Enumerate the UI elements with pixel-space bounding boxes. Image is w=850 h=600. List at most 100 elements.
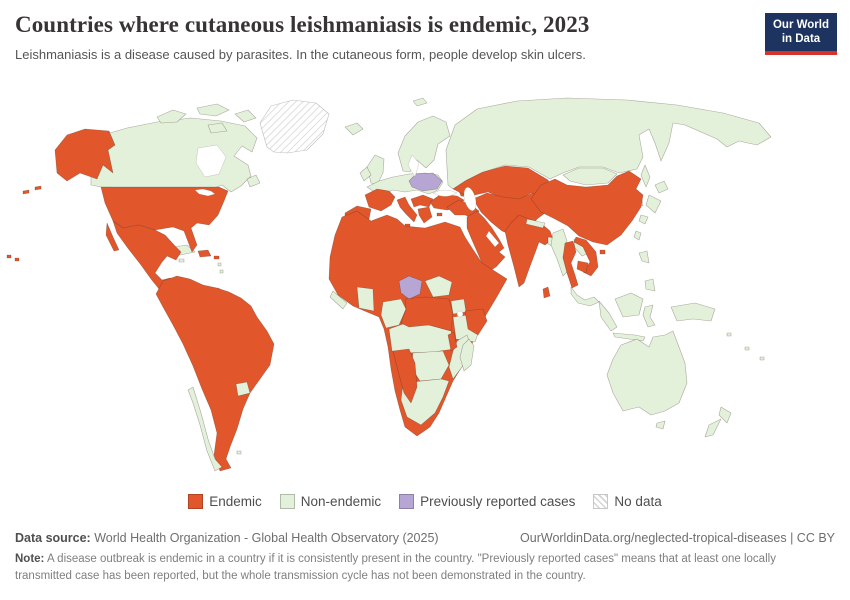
region-japan[interactable] xyxy=(654,180,669,194)
credit-link[interactable]: OurWorldinData.org/neglected-tropical-di… xyxy=(520,531,835,545)
region-japan[interactable] xyxy=(645,194,662,214)
region-nepal-bhutan[interactable] xyxy=(525,218,546,229)
region-sri-lanka[interactable] xyxy=(542,286,551,299)
region-ukraine[interactable] xyxy=(408,172,443,192)
region-central-african-republic[interactable] xyxy=(424,275,453,298)
region-ireland[interactable] xyxy=(359,166,372,182)
region-hispaniola[interactable] xyxy=(197,249,212,258)
region-china[interactable] xyxy=(530,170,644,246)
region-greenland[interactable] xyxy=(259,99,330,154)
region-hainan[interactable] xyxy=(599,249,606,255)
region-sakhalin[interactable] xyxy=(640,164,651,188)
region-cameroon[interactable] xyxy=(398,275,423,300)
region-pacific-islands[interactable] xyxy=(726,332,765,361)
region-new-zealand[interactable] xyxy=(704,406,732,438)
legend-item-endemic[interactable]: Endemic xyxy=(188,494,262,509)
region-arctic-island[interactable] xyxy=(207,122,228,134)
region-new-guinea[interactable] xyxy=(670,302,716,322)
region-cyprus[interactable] xyxy=(436,212,443,217)
region-borneo[interactable] xyxy=(614,292,644,318)
region-tasmania[interactable] xyxy=(655,420,666,430)
footnote-label: Note: xyxy=(15,553,45,565)
owid-logo-line2: in Data xyxy=(781,33,821,46)
region-falklands[interactable] xyxy=(236,450,242,455)
region-thailand[interactable] xyxy=(562,240,579,289)
region-chile[interactable] xyxy=(187,386,223,472)
baltic-sea xyxy=(407,154,420,178)
data-source-text: World Health Organization - Global Healt… xyxy=(90,531,439,545)
region-svalbard[interactable] xyxy=(412,97,428,107)
region-australia[interactable] xyxy=(606,330,688,416)
region-mongolia[interactable] xyxy=(562,167,618,186)
map-legend: Endemic Non-endemic Previously reported … xyxy=(0,494,850,509)
owid-logo-text: Our World in Data xyxy=(765,13,837,51)
region-lesser-antilles[interactable] xyxy=(217,262,224,274)
caspian-sea xyxy=(463,187,477,211)
region-drc[interactable] xyxy=(400,296,454,332)
region-sumatra[interactable] xyxy=(598,300,618,332)
region-iran-afghanistan-pakistan[interactable] xyxy=(472,192,552,243)
legend-label-no-data: No data xyxy=(614,494,662,509)
legend-item-non-endemic[interactable]: Non-endemic xyxy=(279,494,381,509)
region-jamaica[interactable] xyxy=(178,258,185,263)
region-congo-gabon[interactable] xyxy=(380,298,407,329)
legend-swatch-non-endemic xyxy=(279,494,295,509)
data-source-line: Data source: World Health Organization -… xyxy=(15,531,439,545)
region-arctic-island[interactable] xyxy=(234,109,257,123)
region-aleutians[interactable] xyxy=(22,185,42,195)
region-india[interactable] xyxy=(504,214,554,288)
legend-item-no-data[interactable]: No data xyxy=(593,494,662,509)
great-lakes xyxy=(194,188,216,197)
region-sulawesi[interactable] xyxy=(642,304,656,328)
region-arabia[interactable] xyxy=(466,210,506,274)
chart-footer: Data source: World Health Organization -… xyxy=(15,531,835,584)
region-mexico[interactable] xyxy=(112,220,183,294)
region-uruguay[interactable] xyxy=(235,381,251,397)
region-baja-california[interactable] xyxy=(105,222,120,252)
owid-logo[interactable]: Our World in Data xyxy=(765,13,837,55)
region-madagascar[interactable] xyxy=(459,338,475,372)
region-canada[interactable] xyxy=(90,117,258,193)
region-france[interactable] xyxy=(364,188,396,212)
region-italy[interactable] xyxy=(396,196,418,223)
region-ghana-togo-benin[interactable] xyxy=(356,286,375,312)
region-java[interactable] xyxy=(612,332,646,342)
legend-label-endemic: Endemic xyxy=(209,494,262,509)
region-balkans[interactable] xyxy=(410,194,434,208)
region-namibia[interactable] xyxy=(392,348,418,404)
region-greece[interactable] xyxy=(417,206,433,224)
footnote: Note: A disease outbreak is endemic in a… xyxy=(15,551,835,584)
region-usa[interactable] xyxy=(100,186,229,253)
owid-logo-line1: Our World xyxy=(772,19,829,31)
region-alaska[interactable] xyxy=(54,128,116,182)
data-source-label: Data source: xyxy=(15,531,91,545)
region-hawaii[interactable] xyxy=(6,254,20,262)
region-iceland[interactable] xyxy=(344,122,364,136)
legend-swatch-no-data xyxy=(593,494,609,509)
legend-item-previously-reported[interactable]: Previously reported cases xyxy=(399,494,575,509)
region-arctic-island[interactable] xyxy=(156,109,187,124)
region-philippines[interactable] xyxy=(638,250,656,292)
region-arctic-island[interactable] xyxy=(196,103,230,117)
legend-swatch-previously-reported xyxy=(399,494,415,509)
region-scandinavia[interactable] xyxy=(397,115,451,173)
region-malawi[interactable] xyxy=(447,331,458,352)
region-cambodia[interactable] xyxy=(576,260,589,274)
region-sierra-leone-liberia[interactable] xyxy=(329,290,348,310)
legend-label-previously-reported: Previously reported cases xyxy=(420,494,576,509)
region-south-america[interactable] xyxy=(155,275,275,472)
hudson-bay xyxy=(195,144,227,178)
region-puerto-rico[interactable] xyxy=(213,255,220,260)
region-japan[interactable] xyxy=(638,214,649,225)
region-vietnam[interactable] xyxy=(573,236,599,277)
footnote-text: A disease outbreak is endemic in a count… xyxy=(15,553,776,582)
world-map[interactable] xyxy=(5,95,845,490)
legend-swatch-endemic xyxy=(188,494,204,509)
region-kenya[interactable] xyxy=(464,308,488,336)
region-newfoundland[interactable] xyxy=(246,174,261,188)
region-malaysia[interactable] xyxy=(570,286,600,307)
region-taiwan[interactable] xyxy=(633,230,642,241)
persian-gulf xyxy=(485,230,500,248)
region-russia[interactable] xyxy=(445,97,772,190)
